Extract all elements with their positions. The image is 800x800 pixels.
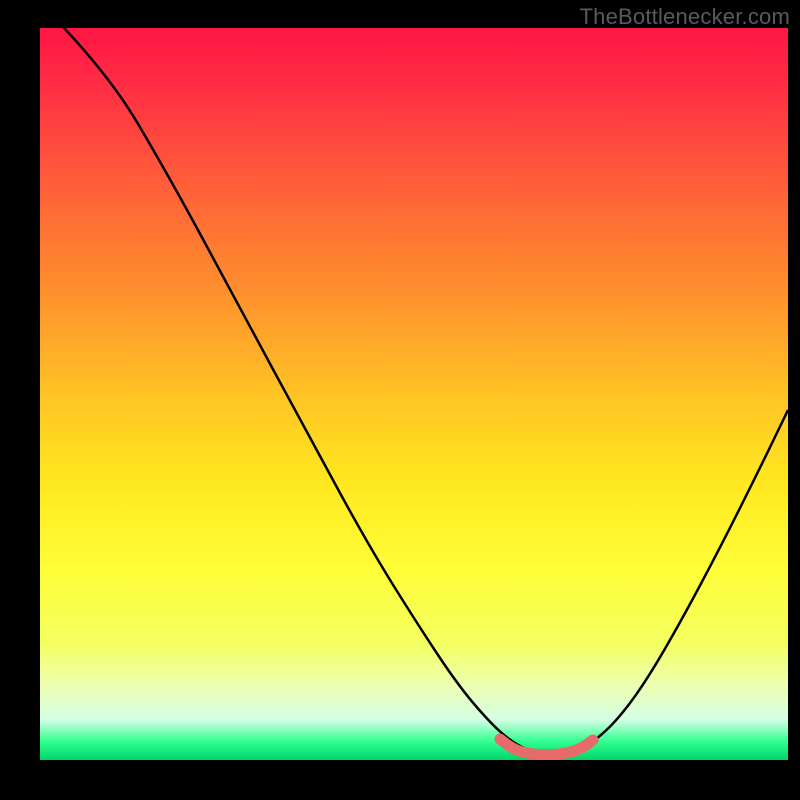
chart-container: TheBottlenecker.com (0, 0, 800, 800)
curve-layer (0, 0, 800, 800)
watermark-text: TheBottlenecker.com (580, 4, 790, 30)
bottleneck-curve (40, 3, 788, 755)
